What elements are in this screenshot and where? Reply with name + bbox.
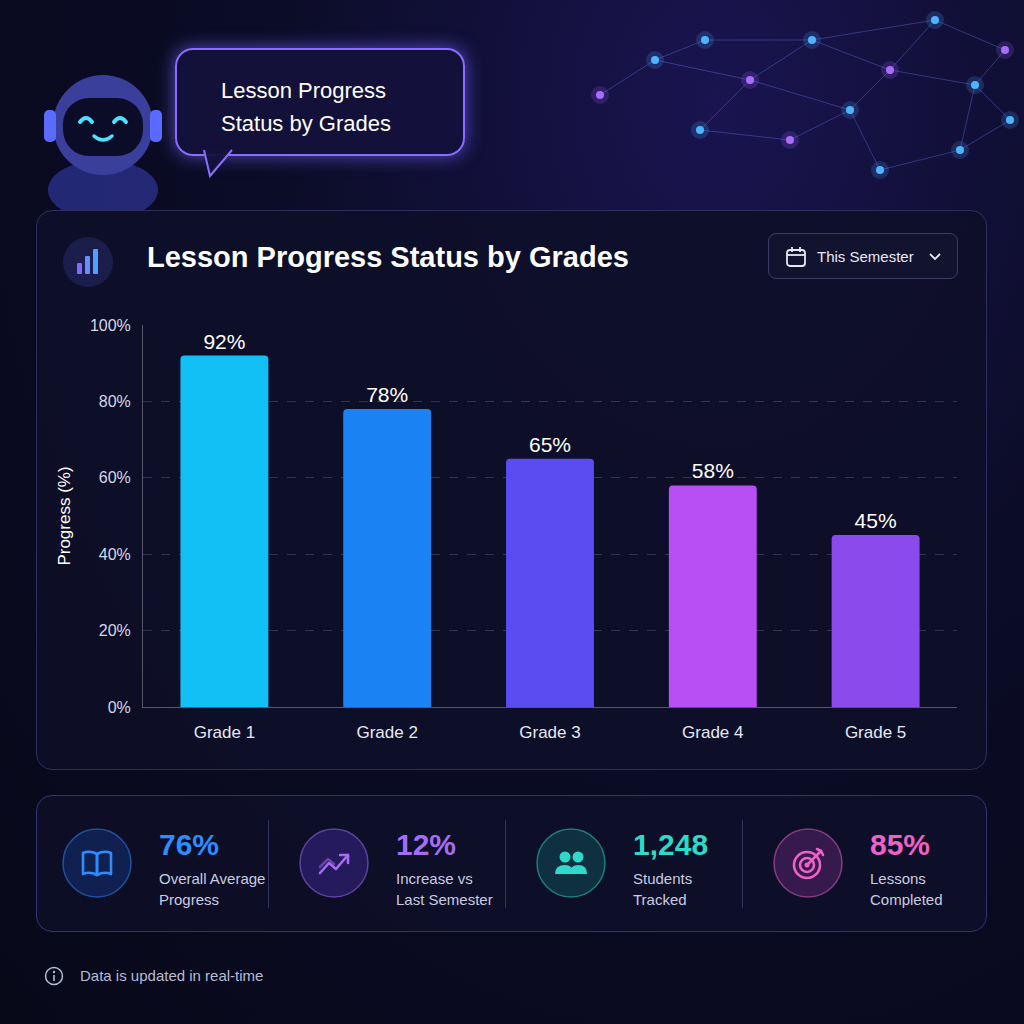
html-text:76%: 76% <box>159 828 219 861</box>
svg-text:92%: 92% <box>203 330 245 353</box>
html-text:Data is updated in real-time: Data is updated in real-time <box>80 967 264 984</box>
svg-text:Grade 4: Grade 4 <box>682 723 743 742</box>
svg-text:Progress (%): Progress (%) <box>55 466 74 565</box>
svg-text:Grade 5: Grade 5 <box>845 723 906 742</box>
svg-text:40%: 40% <box>99 546 131 563</box>
svg-text:80%: 80% <box>99 393 131 410</box>
svg-text:Grade 3: Grade 3 <box>519 723 580 742</box>
html-text:12%: 12% <box>396 828 456 861</box>
html-text:Overall Average: Overall Average <box>159 870 266 887</box>
html-text:Lesson Progress Status by Grad: Lesson Progress Status by Grades <box>221 78 391 136</box>
svg-text:0%: 0% <box>108 699 131 716</box>
html-text:Progress: Progress <box>159 891 219 908</box>
html-text:Lessons: Lessons <box>870 870 926 887</box>
html-text:Tracked: Tracked <box>633 891 687 908</box>
svg-text:45%: 45% <box>855 509 897 532</box>
html-text:Students: Students <box>633 870 693 887</box>
html-text:1,248: 1,248 <box>633 828 709 861</box>
html-text:Last Semester: Last Semester <box>396 891 493 908</box>
svg-text:Grade 2: Grade 2 <box>356 723 417 742</box>
svg-text:20%: 20% <box>99 622 131 639</box>
html-text:Increase vs: Increase vs <box>396 870 473 887</box>
svg-text:78%: 78% <box>366 383 408 406</box>
svg-text:58%: 58% <box>692 459 734 482</box>
svg-text:65%: 65% <box>529 433 571 456</box>
html-text:Lesson Progress Status by Grad: Lesson Progress Status by Grades <box>147 241 629 273</box>
html-text:Completed: Completed <box>870 891 943 908</box>
html-text:85%: 85% <box>870 828 930 861</box>
html-text:This Semester: This Semester <box>817 248 914 265</box>
svg-text:Grade 1: Grade 1 <box>194 723 255 742</box>
svg-text:100%: 100% <box>90 317 131 334</box>
svg-text:60%: 60% <box>99 469 131 486</box>
